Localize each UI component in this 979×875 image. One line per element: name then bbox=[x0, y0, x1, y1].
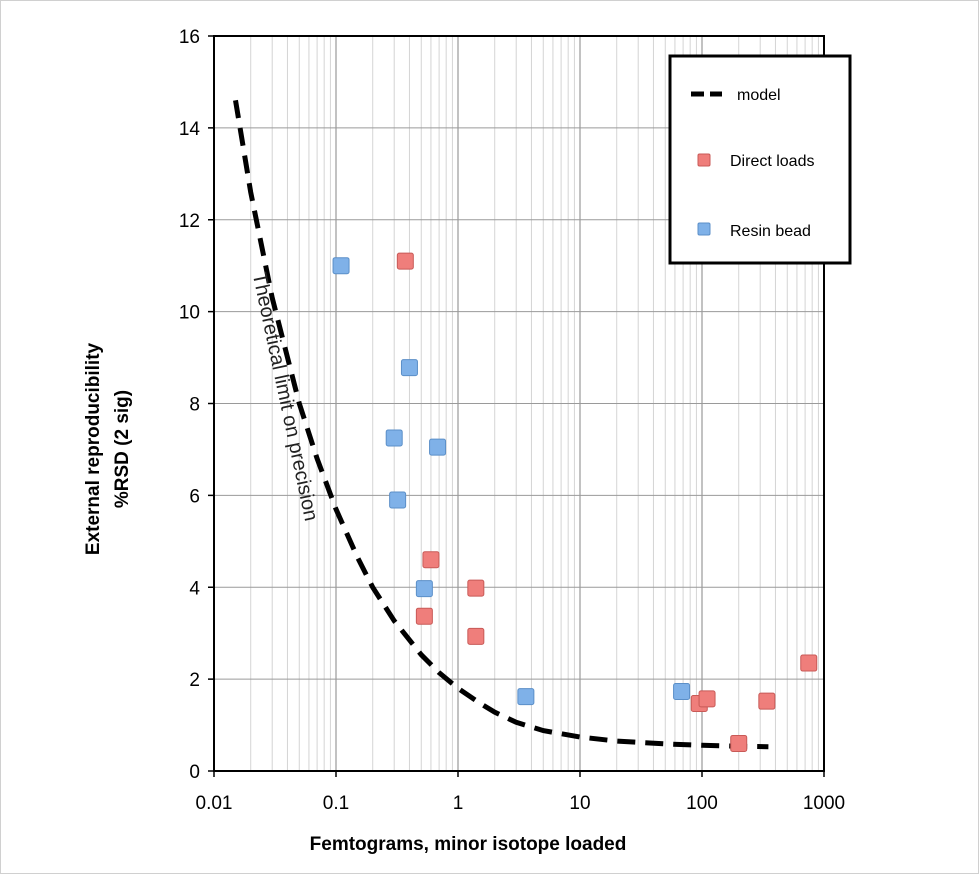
x-tick-labels: 0.01 0.1 1 10 100 1000 bbox=[196, 771, 845, 814]
direct-loads-point bbox=[698, 690, 716, 708]
resin-bead-point bbox=[389, 491, 407, 509]
x-tick-label: 1 bbox=[453, 793, 464, 814]
y-tick-labels: 0 2 4 6 8 10 12 14 16 bbox=[179, 27, 214, 783]
x-tick-label: 0.1 bbox=[323, 793, 349, 814]
y-axis-title-line-1: External reproducibility bbox=[83, 342, 104, 555]
y-tick-label: 14 bbox=[179, 119, 201, 140]
direct-loads-point bbox=[730, 734, 748, 752]
resin-bead-point bbox=[517, 688, 535, 706]
x-axis-title: Femtograms, minor isotope loaded bbox=[310, 834, 627, 855]
y-tick-label: 16 bbox=[179, 27, 200, 48]
x-tick-label: 1000 bbox=[803, 793, 845, 814]
resin-bead-point bbox=[673, 683, 691, 701]
legend-resin-bead-label: Resin bead bbox=[730, 223, 811, 240]
direct-loads-point bbox=[422, 551, 440, 569]
direct-loads-point bbox=[467, 627, 485, 645]
resin-bead-point bbox=[429, 438, 447, 456]
direct-loads-point bbox=[467, 579, 485, 597]
x-tick-label: 100 bbox=[686, 793, 718, 814]
grid-lines bbox=[213, 35, 825, 772]
direct-loads-point bbox=[758, 692, 776, 710]
legend-resin-bead-swatch bbox=[697, 222, 711, 236]
y-tick-label: 10 bbox=[179, 303, 200, 324]
legend: model Direct loads Resin bead bbox=[668, 54, 852, 265]
resin-bead-point bbox=[385, 429, 403, 447]
direct-loads-point bbox=[415, 607, 433, 625]
resin-bead-point bbox=[415, 580, 433, 598]
y-tick-label: 8 bbox=[189, 395, 200, 416]
legend-direct-loads-label: Direct loads bbox=[730, 153, 814, 170]
direct-loads-point bbox=[800, 654, 818, 672]
direct-loads-point bbox=[396, 252, 414, 270]
resin-bead-point bbox=[332, 257, 350, 275]
y-axis-title-line-2: %RSD (2 sig) bbox=[112, 390, 133, 508]
y-tick-label: 12 bbox=[179, 211, 200, 232]
x-tick-label: 10 bbox=[569, 793, 590, 814]
y-tick-label: 2 bbox=[189, 670, 200, 691]
y-tick-label: 0 bbox=[189, 762, 200, 783]
y-tick-label: 4 bbox=[189, 578, 200, 599]
x-tick-label: 0.01 bbox=[196, 793, 233, 814]
precision-limit-annotation: Theoretical limit on precision bbox=[248, 271, 322, 523]
resin-bead-point bbox=[400, 359, 418, 377]
series-layer bbox=[233, 99, 818, 752]
model-curve bbox=[233, 99, 769, 750]
legend-direct-loads-swatch bbox=[697, 153, 711, 167]
y-tick-label: 6 bbox=[189, 486, 200, 507]
legend-model-label: model bbox=[737, 87, 781, 104]
